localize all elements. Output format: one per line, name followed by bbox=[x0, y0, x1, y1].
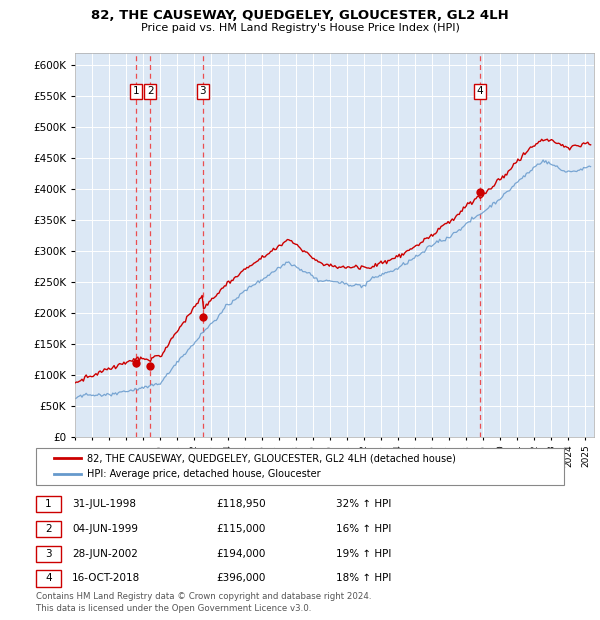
Text: 3: 3 bbox=[199, 86, 206, 96]
Text: Price paid vs. HM Land Registry's House Price Index (HPI): Price paid vs. HM Land Registry's House … bbox=[140, 23, 460, 33]
Text: 1: 1 bbox=[133, 86, 139, 96]
Text: 2: 2 bbox=[147, 86, 154, 96]
Text: 82, THE CAUSEWAY, QUEDGELEY, GLOUCESTER, GL2 4LH: 82, THE CAUSEWAY, QUEDGELEY, GLOUCESTER,… bbox=[91, 9, 509, 22]
Text: 4: 4 bbox=[45, 574, 52, 583]
Text: £118,950: £118,950 bbox=[216, 499, 266, 509]
Text: 28-JUN-2002: 28-JUN-2002 bbox=[72, 549, 138, 559]
Text: 1: 1 bbox=[45, 499, 52, 509]
Text: Contains HM Land Registry data © Crown copyright and database right 2024.
This d: Contains HM Land Registry data © Crown c… bbox=[36, 591, 371, 613]
Text: HPI: Average price, detached house, Gloucester: HPI: Average price, detached house, Glou… bbox=[87, 469, 320, 479]
Text: 3: 3 bbox=[45, 549, 52, 559]
Text: 18% ↑ HPI: 18% ↑ HPI bbox=[336, 574, 391, 583]
Text: 32% ↑ HPI: 32% ↑ HPI bbox=[336, 499, 391, 509]
Text: £194,000: £194,000 bbox=[216, 549, 265, 559]
Text: 16-OCT-2018: 16-OCT-2018 bbox=[72, 574, 140, 583]
Text: 82, THE CAUSEWAY, QUEDGELEY, GLOUCESTER, GL2 4LH (detached house): 82, THE CAUSEWAY, QUEDGELEY, GLOUCESTER,… bbox=[87, 453, 456, 463]
Text: £115,000: £115,000 bbox=[216, 524, 265, 534]
Text: 04-JUN-1999: 04-JUN-1999 bbox=[72, 524, 138, 534]
Text: 31-JUL-1998: 31-JUL-1998 bbox=[72, 499, 136, 509]
Text: £396,000: £396,000 bbox=[216, 574, 265, 583]
Text: 19% ↑ HPI: 19% ↑ HPI bbox=[336, 549, 391, 559]
Text: 4: 4 bbox=[476, 86, 483, 96]
Text: 2: 2 bbox=[45, 524, 52, 534]
Text: 16% ↑ HPI: 16% ↑ HPI bbox=[336, 524, 391, 534]
